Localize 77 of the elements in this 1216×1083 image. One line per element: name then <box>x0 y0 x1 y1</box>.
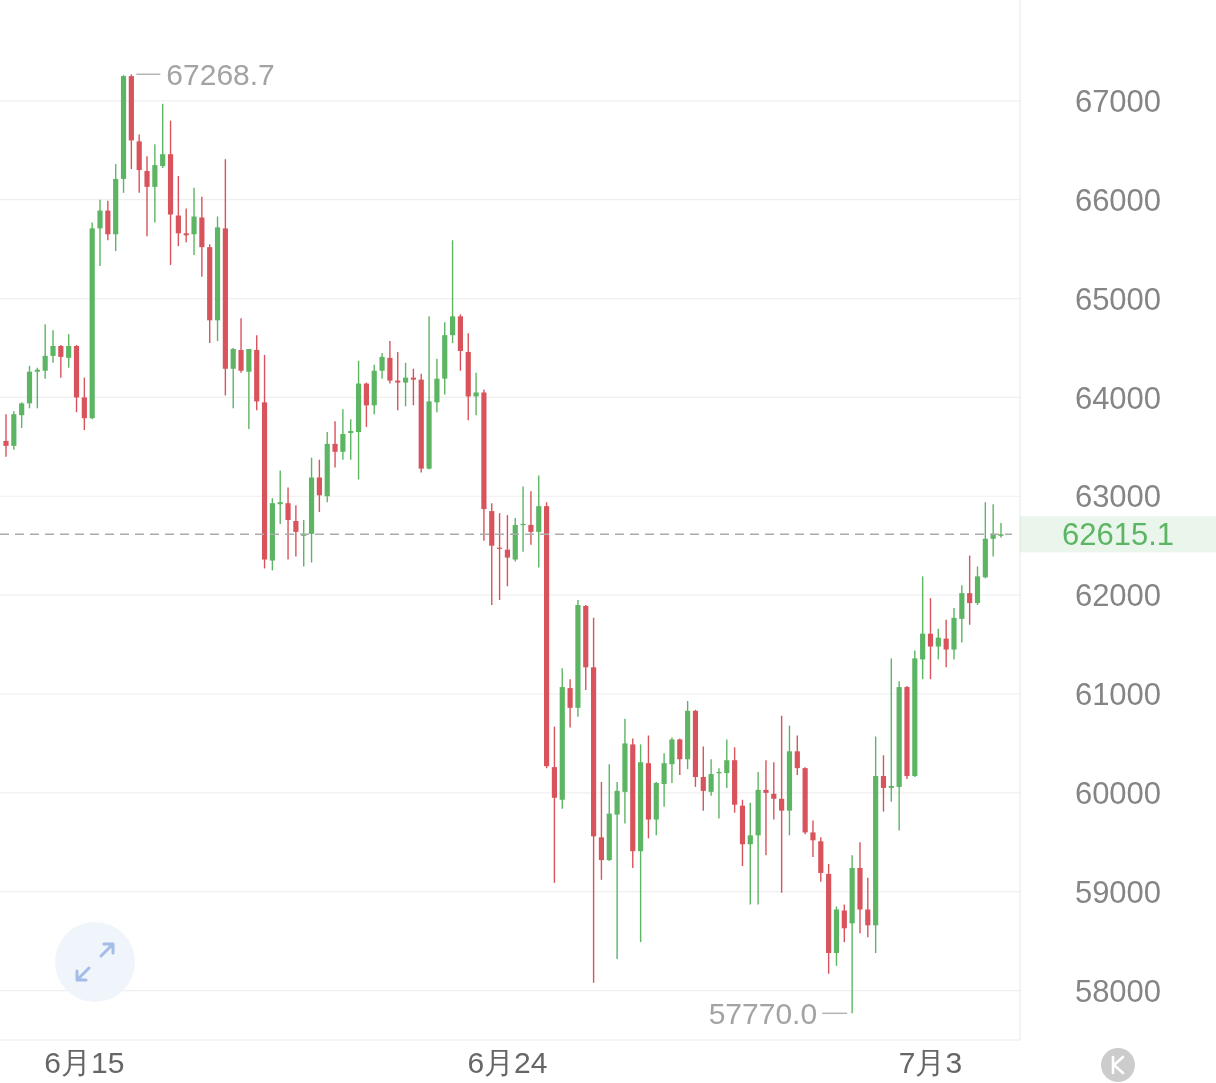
candlestick <box>191 187 197 256</box>
candlestick <box>598 781 605 881</box>
candlestick <box>794 734 800 776</box>
candlestick <box>277 469 283 525</box>
candlestick <box>708 758 714 797</box>
candlestick <box>661 752 667 808</box>
candlestick <box>402 362 409 408</box>
y-tick-label: 67000 <box>1074 84 1162 119</box>
candlestick <box>152 143 158 224</box>
candlestick <box>967 554 973 626</box>
y-tick-label: 60000 <box>1074 776 1162 812</box>
annotation: 67268.7 <box>166 57 275 91</box>
candlestick <box>943 619 949 668</box>
candlestick <box>998 522 1004 539</box>
y-tick-label: 66000 <box>1074 182 1162 218</box>
candlestick <box>3 413 9 458</box>
candlestick <box>880 754 887 813</box>
candlestick <box>504 514 510 587</box>
y-tick-label: 64000 <box>1074 380 1162 416</box>
x-tick-label: 6月15 <box>44 1045 125 1079</box>
candlestick <box>935 628 941 661</box>
candlestick <box>379 352 385 380</box>
candlestick <box>841 903 847 943</box>
candlestick <box>395 351 401 411</box>
y-tick-label: 59000 <box>1074 874 1162 910</box>
candlestick <box>449 239 456 344</box>
candlestick <box>387 340 393 385</box>
y-tick-label: 62000 <box>1074 578 1162 614</box>
candlestick <box>340 408 346 461</box>
y-tick-label: 63000 <box>1074 479 1162 515</box>
candlestick <box>473 372 479 416</box>
candlestick <box>771 761 777 821</box>
candlestick <box>700 745 706 812</box>
candlestick <box>716 767 722 820</box>
candlestick <box>97 199 103 267</box>
candlestick <box>42 323 48 380</box>
candlestick <box>865 877 871 938</box>
candlestick <box>316 459 322 513</box>
candlestick <box>332 420 338 469</box>
candlestick <box>246 348 252 430</box>
candlestick <box>363 381 369 428</box>
candlestick <box>50 329 56 364</box>
candlestick <box>779 715 785 894</box>
candlestick <box>144 155 150 237</box>
candlestick <box>183 207 189 243</box>
candlestick <box>810 819 816 858</box>
candlestick <box>160 103 166 169</box>
candlestick <box>927 597 934 680</box>
ref-line-label: 62615.1 <box>1061 517 1175 553</box>
candlestick <box>81 376 87 431</box>
candlestick <box>747 802 753 906</box>
candlestick <box>348 418 354 461</box>
y-tick-label: 61000 <box>1074 677 1162 713</box>
candlestick <box>58 344 64 379</box>
candlestick <box>888 657 894 803</box>
candlestick <box>230 347 236 409</box>
candlestick <box>434 358 440 413</box>
x-tick-label: 7月3 <box>898 1045 963 1079</box>
candlestick <box>567 678 573 729</box>
candlestick <box>614 781 620 960</box>
candlestick <box>285 486 291 561</box>
candlestick <box>410 368 416 407</box>
y-tick-label: 58000 <box>1074 973 1162 1009</box>
candlestick <box>528 490 534 546</box>
candlestick <box>677 737 683 776</box>
candlestick <box>238 317 244 374</box>
candlestick <box>34 367 40 409</box>
y-tick-label: 65000 <box>1074 281 1162 317</box>
candlestick <box>105 199 111 241</box>
candlestick <box>175 175 181 247</box>
candlestick <box>724 738 730 789</box>
candlestick <box>19 401 25 429</box>
candlestick <box>763 759 769 856</box>
candlestick <box>66 333 72 369</box>
annotation: 57770.0 <box>708 996 818 1030</box>
candlestick <box>293 504 299 558</box>
x-tick-label: 6月24 <box>467 1045 548 1079</box>
